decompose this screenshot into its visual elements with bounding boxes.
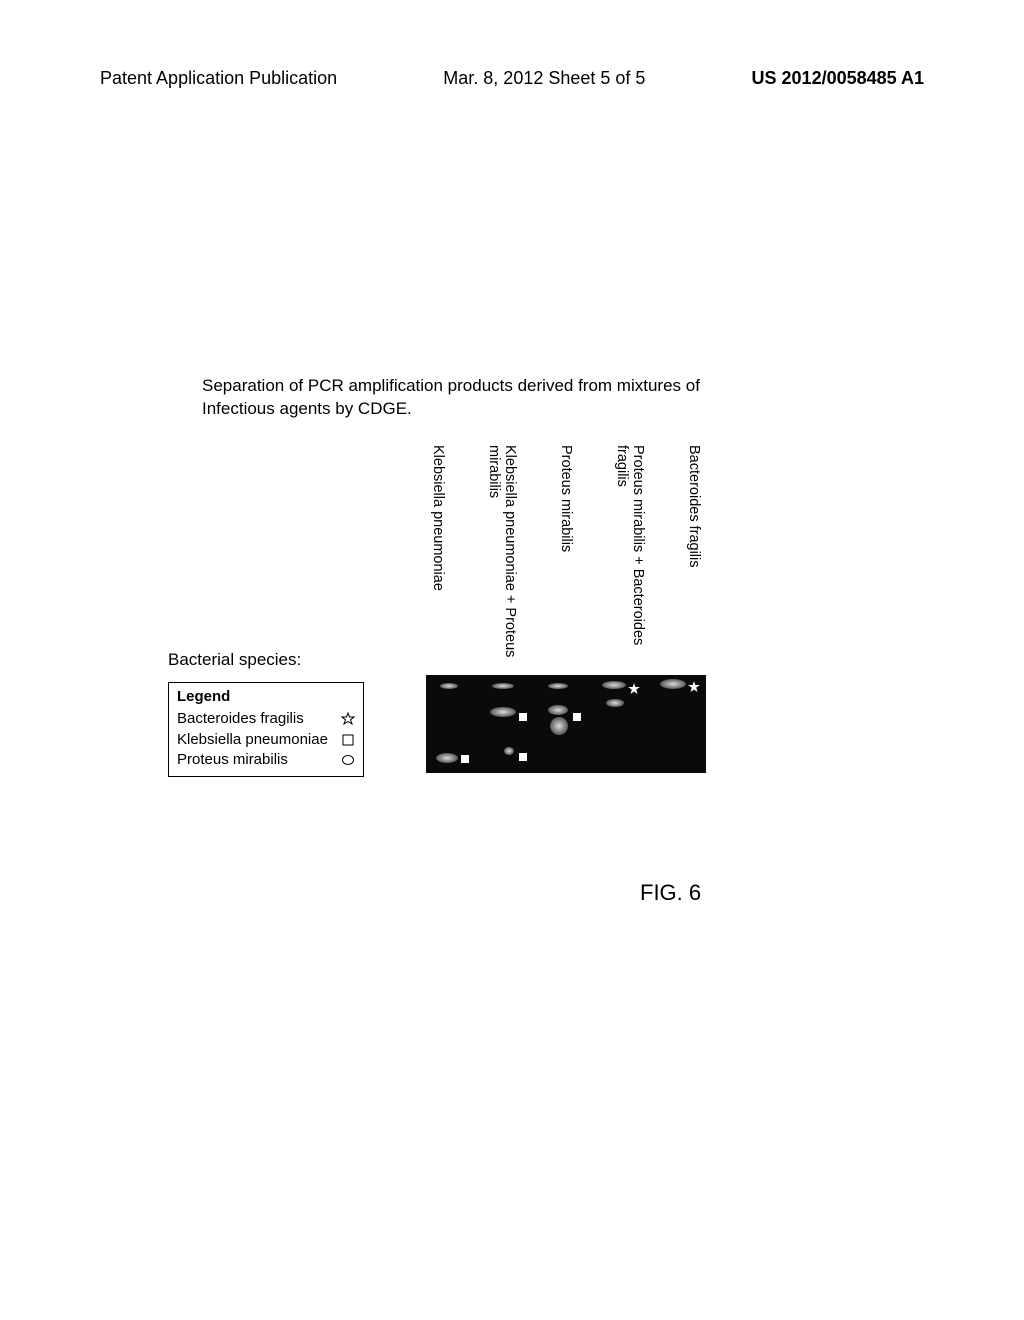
square-marker-icon — [518, 711, 528, 725]
star-icon — [341, 712, 355, 726]
lane-label-2: Proteus mirabilis — [558, 445, 574, 675]
square-icon — [341, 733, 355, 747]
gel-band — [436, 753, 458, 763]
gel-image — [426, 675, 706, 773]
square-marker-icon — [572, 711, 582, 725]
gel-band — [660, 679, 686, 689]
legend-item-0: Bacteroides fragilis — [177, 709, 355, 729]
circle-icon — [341, 753, 355, 767]
gel-band — [602, 681, 626, 689]
legend-label-2: Proteus mirabilis — [177, 750, 288, 770]
square-marker-icon — [460, 753, 470, 767]
lane-label-3: Proteus mirabilis + Bacteroides fragilis — [614, 445, 646, 675]
figure-caption: Separation of PCR amplification products… — [202, 375, 802, 421]
lane-label-0: Klebsiella pneumoniae — [430, 445, 446, 675]
caption-line-1: Separation of PCR amplification products… — [202, 375, 802, 398]
lane-label-1: Klebsiella pneumoniae + Proteus mirabili… — [486, 445, 518, 675]
square-marker-icon — [518, 751, 528, 765]
legend-label-0: Bacteroides fragilis — [177, 709, 304, 729]
legend-item-2: Proteus mirabilis — [177, 750, 355, 770]
lane-labels-row: Klebsiella pneumoniae Klebsiella pneumon… — [426, 445, 706, 675]
gel-band — [440, 683, 458, 689]
gel-band — [606, 699, 624, 707]
legend-label-1: Klebsiella pneumoniae — [177, 730, 328, 750]
lane-label-4: Bacteroides fragilis — [686, 445, 702, 675]
star-marker-icon — [688, 681, 700, 696]
legend-item-1: Klebsiella pneumoniae — [177, 730, 355, 750]
gel-band — [490, 707, 516, 717]
gel-band — [550, 717, 568, 735]
header-right: US 2012/0058485 A1 — [752, 68, 924, 89]
header-center: Mar. 8, 2012 Sheet 5 of 5 — [443, 68, 645, 89]
gel-band — [548, 683, 568, 689]
gel-band — [548, 705, 568, 715]
gel-band — [504, 747, 514, 755]
star-marker-icon — [628, 683, 640, 698]
caption-line-2: Infectious agents by CDGE. — [202, 398, 802, 421]
figure-number: FIG. 6 — [640, 880, 701, 906]
legend-box: Legend Bacteroides fragilis Klebsiella p… — [168, 682, 364, 777]
species-axis-label: Bacterial species: — [168, 650, 301, 670]
gel-figure: Klebsiella pneumoniae Klebsiella pneumon… — [426, 445, 706, 773]
header-left: Patent Application Publication — [100, 68, 337, 89]
gel-band — [492, 683, 514, 689]
legend-title: Legend — [177, 687, 355, 707]
